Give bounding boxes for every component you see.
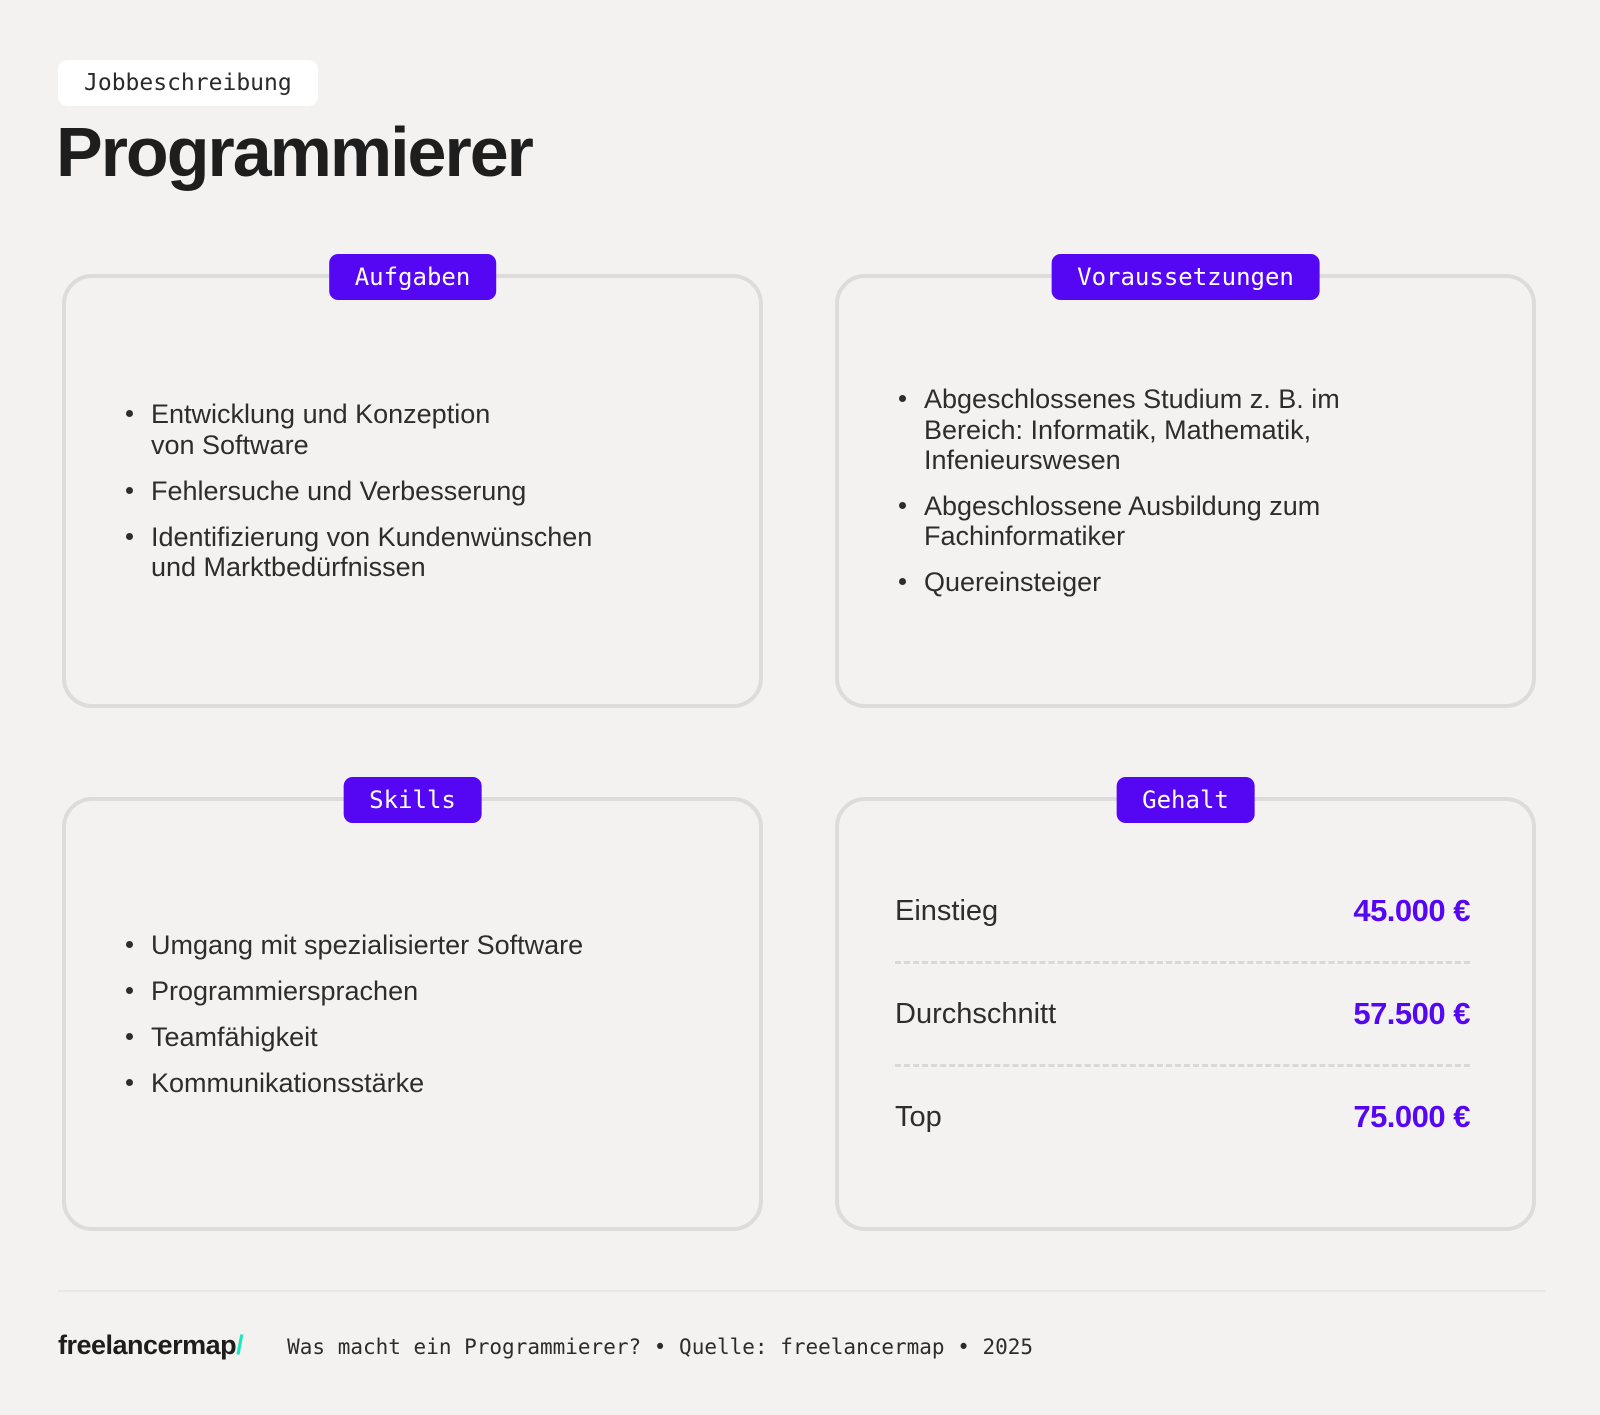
salary-row-einstieg: Einstieg 45.000 € [895, 891, 1470, 931]
salary-row-durchschnitt: Durchschnitt 57.500 € [895, 994, 1470, 1034]
list-item: Abgeschlossenes Studium z. B. im Bereich… [897, 384, 1498, 475]
list-item: Teamfähigkeit [124, 1022, 725, 1052]
footer-caption: Was macht ein Programmierer? • Quelle: f… [287, 1335, 1034, 1359]
salary-label: Einstieg [895, 894, 999, 927]
list-item: Identifizierung von Kundenwünschen und M… [124, 522, 725, 582]
list-item: Quereinsteiger [897, 567, 1498, 597]
card-skills: Skills Umgang mit spezialisierter Softwa… [62, 777, 763, 1231]
page-title: Programmierer [56, 113, 534, 191]
badge-aufgaben: Aufgaben [328, 254, 497, 300]
logo-slash-icon: / [236, 1330, 244, 1360]
dashed-divider [895, 961, 1470, 964]
skills-list: Umgang mit spezialisierter Software Progr… [66, 801, 759, 1227]
badge-skills: Skills [343, 777, 482, 823]
list-item: Entwicklung und Konzeption von Software [124, 399, 725, 460]
cards-grid: Aufgaben Entwicklung und Konzeption von … [62, 254, 1536, 1231]
logo-text: freelancermap [58, 1330, 237, 1360]
badge-voraussetzungen: Voraussetzungen [1051, 254, 1320, 300]
card-gehalt: Gehalt Einstieg 45.000 € Durchschnitt 57… [835, 777, 1536, 1231]
salary-value: 45.000 € [1353, 893, 1470, 928]
salary-label: Top [895, 1100, 942, 1133]
footer: freelancermap/ Was macht ein Programmier… [58, 1330, 1033, 1361]
voraussetzungen-list: Abgeschlossenes Studium z. B. im Bereich… [839, 278, 1532, 704]
card-voraussetzungen: Voraussetzungen Abgeschlossenes Studium … [835, 254, 1536, 708]
salary-label: Durchschnitt [895, 997, 1057, 1030]
salary-value: 57.500 € [1353, 996, 1470, 1031]
footer-divider [58, 1290, 1545, 1292]
salary-table: Einstieg 45.000 € Durchschnitt 57.500 € … [839, 801, 1532, 1227]
list-item: Abgeschlossene Ausbildung zum Fachinform… [897, 491, 1498, 551]
aufgaben-list: Entwicklung und Konzeption von Software F… [66, 278, 759, 704]
dashed-divider [895, 1064, 1470, 1067]
salary-row-top: Top 75.000 € [895, 1097, 1470, 1137]
freelancermap-logo: freelancermap/ [58, 1330, 244, 1361]
card-aufgaben: Aufgaben Entwicklung und Konzeption von … [62, 254, 763, 708]
salary-value: 75.000 € [1353, 1099, 1470, 1134]
job-description-tag: Jobbeschreibung [58, 60, 318, 106]
list-item: Programmiersprachen [124, 976, 725, 1006]
list-item: Umgang mit spezialisierter Software [124, 930, 725, 960]
list-item: Fehlersuche und Verbesserung [124, 476, 725, 506]
badge-gehalt: Gehalt [1116, 777, 1255, 823]
list-item: Kommunikationsstärke [124, 1068, 725, 1098]
